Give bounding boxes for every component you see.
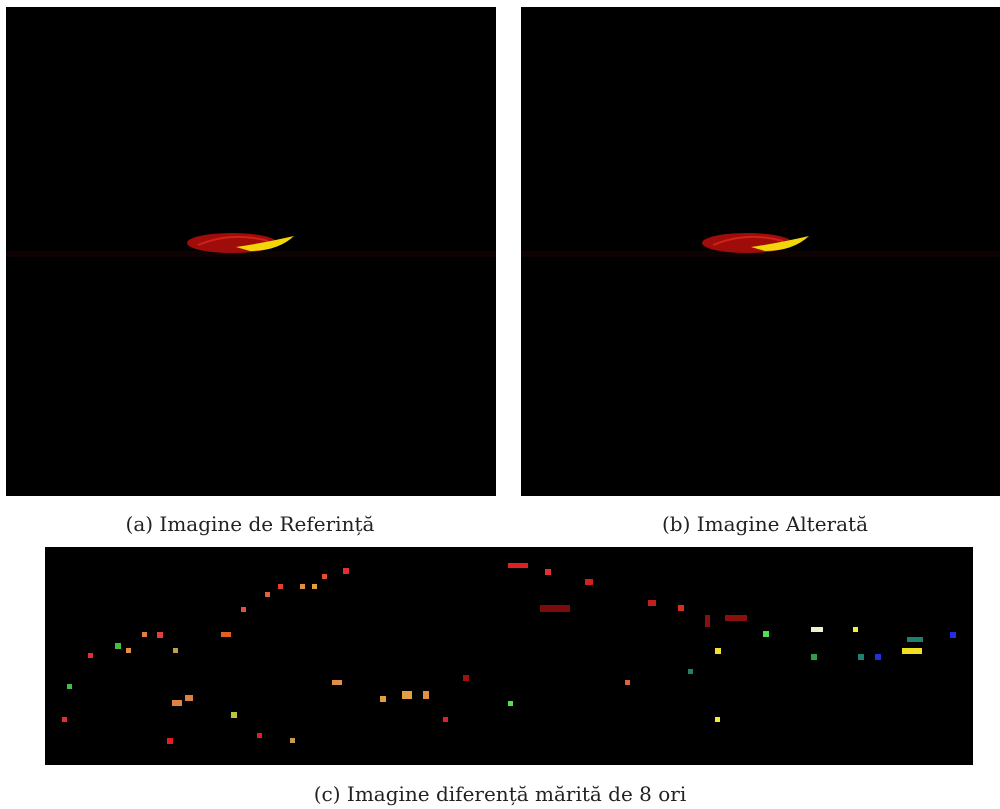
pixel [715,717,720,722]
pixel [142,632,147,637]
pixel [585,579,593,585]
pixel [463,675,469,681]
pixel [172,700,182,706]
pixel [902,648,922,654]
figure: (a) Imagine de Referință (b) Imagine Alt… [0,0,1000,809]
pixel [725,615,747,621]
pixel [811,654,817,660]
pixel [241,607,246,612]
pixel [62,717,67,722]
pixel [423,691,429,699]
caption: (b) Imagine Alterată [515,512,1000,536]
pixel [811,627,823,632]
render [521,7,1000,496]
pixel [332,680,342,685]
pixel [290,738,295,743]
pixels [45,547,973,765]
pixel [705,615,710,627]
render [6,7,496,496]
pixel [715,648,721,654]
pixel [312,584,317,589]
pixel [545,569,551,575]
pixel [688,669,693,674]
caption: (a) Imagine de Referință [0,512,500,536]
pixel [265,592,270,597]
pixel [157,632,163,638]
pixel [402,691,412,699]
pixel [625,680,630,685]
pixel [648,600,656,606]
pixel [875,654,881,660]
pixel [380,696,386,702]
pixel [343,568,349,574]
caption: (c) Imagine diferență mărită de 8 ori [0,782,1000,806]
pixel [67,684,72,689]
pixel [115,643,121,649]
pixel [126,648,131,653]
difference-image [45,547,973,765]
pixel [88,653,93,658]
pixel [173,648,178,653]
pixel [443,717,448,722]
pixel [257,733,262,738]
pixel [853,627,858,632]
pixel [907,637,923,642]
altered-image [521,7,1000,496]
pixel [231,712,237,718]
pixel [167,738,173,744]
reference-image [6,7,496,496]
pixel [508,563,528,568]
pixel [763,631,769,637]
diff-pixels [62,563,956,744]
pixel [322,574,327,579]
pixel [221,632,231,637]
pixel [678,605,684,611]
pixel [858,654,864,660]
pixel [278,584,283,589]
pixel [508,701,513,706]
pixel [540,605,570,612]
pixel [185,695,193,701]
pixel [300,584,305,589]
pixel [950,632,956,638]
